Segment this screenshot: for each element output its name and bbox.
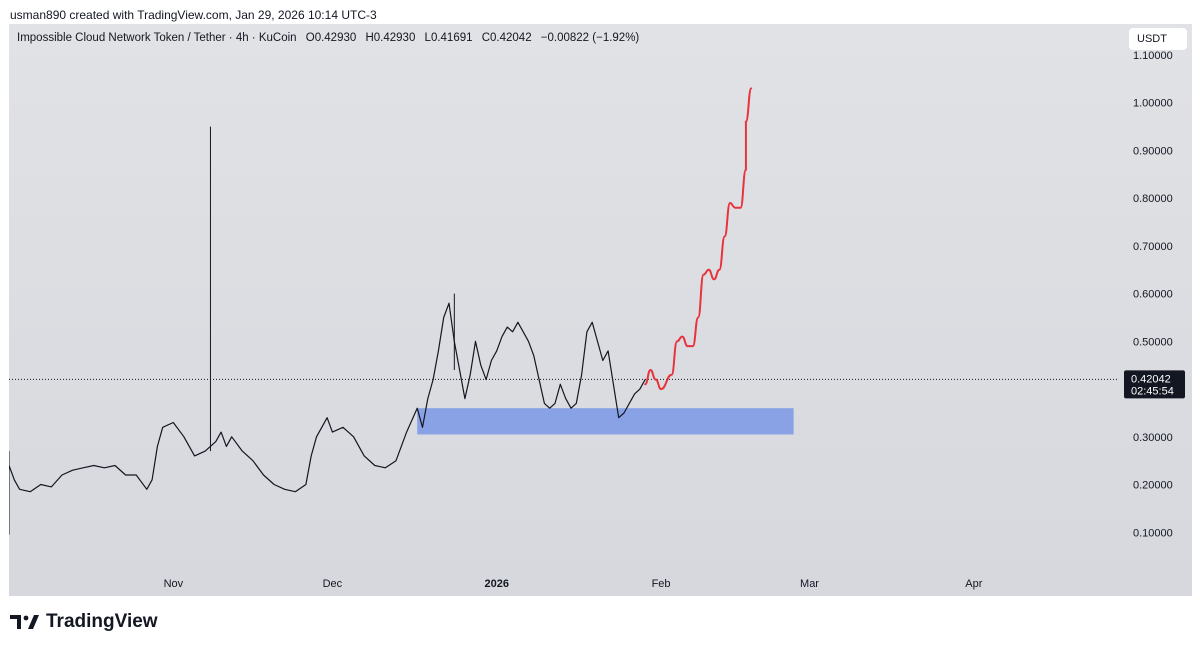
chart-area[interactable]: 0.100000.200000.300000.400000.500000.600… <box>9 24 1192 596</box>
current-price-tag <box>1124 370 1185 399</box>
y-axis-tick-label: 0.60000 <box>1133 289 1173 301</box>
y-axis-tick-label: 0.10000 <box>1133 527 1173 539</box>
legend-low: L0.41691 <box>424 32 473 44</box>
x-axis-tick-label: 2026 <box>484 578 508 590</box>
legend-close: C0.42042 <box>481 32 532 44</box>
tradingview-logo-icon <box>10 615 39 629</box>
legend-open: O0.42930 <box>305 32 357 44</box>
legend-change: −0.00822 (−1.92%) <box>540 32 640 44</box>
x-axis-tick-label: Nov <box>164 578 184 590</box>
price-series-line <box>9 302 646 493</box>
projection-series-line <box>644 87 753 391</box>
symbol-legend: Impossible Cloud Network Token / Tether … <box>17 32 645 44</box>
bar-countdown-timer: 02:45:54 <box>1131 385 1174 397</box>
x-axis-tick-label: Dec <box>323 578 343 590</box>
y-axis-tick-label: 0.30000 <box>1133 432 1173 444</box>
chart-credit-text: usman890 created with TradingView.com, J… <box>10 8 377 22</box>
y-axis-tick-label: 0.70000 <box>1133 241 1173 253</box>
tradingview-brand[interactable]: TradingView <box>10 610 158 634</box>
x-axis-tick-label: Mar <box>800 578 819 590</box>
y-axis-tick-label: 0.50000 <box>1133 336 1173 348</box>
currency-selector-button[interactable]: USDT <box>1129 28 1187 50</box>
price-chart[interactable]: 0.100000.200000.300000.400000.500000.600… <box>9 24 1192 596</box>
legend-high: H0.42930 <box>365 32 416 44</box>
y-axis-tick-label: 1.10000 <box>1133 50 1173 62</box>
support-zone-rectangle <box>417 408 794 435</box>
current-price-value: 0.42042 <box>1131 373 1171 385</box>
y-axis-tick-label: 0.90000 <box>1133 145 1173 157</box>
tradingview-wordmark: TradingView <box>46 611 158 632</box>
y-axis-tick-label: 1.00000 <box>1133 98 1173 110</box>
x-axis-tick-label: Feb <box>652 578 671 590</box>
y-axis-tick-label: 0.80000 <box>1133 193 1173 205</box>
x-axis-tick-label: Apr <box>965 578 982 590</box>
y-axis-tick-label: 0.20000 <box>1133 480 1173 492</box>
legend-symbol: Impossible Cloud Network Token / Tether … <box>17 32 297 44</box>
